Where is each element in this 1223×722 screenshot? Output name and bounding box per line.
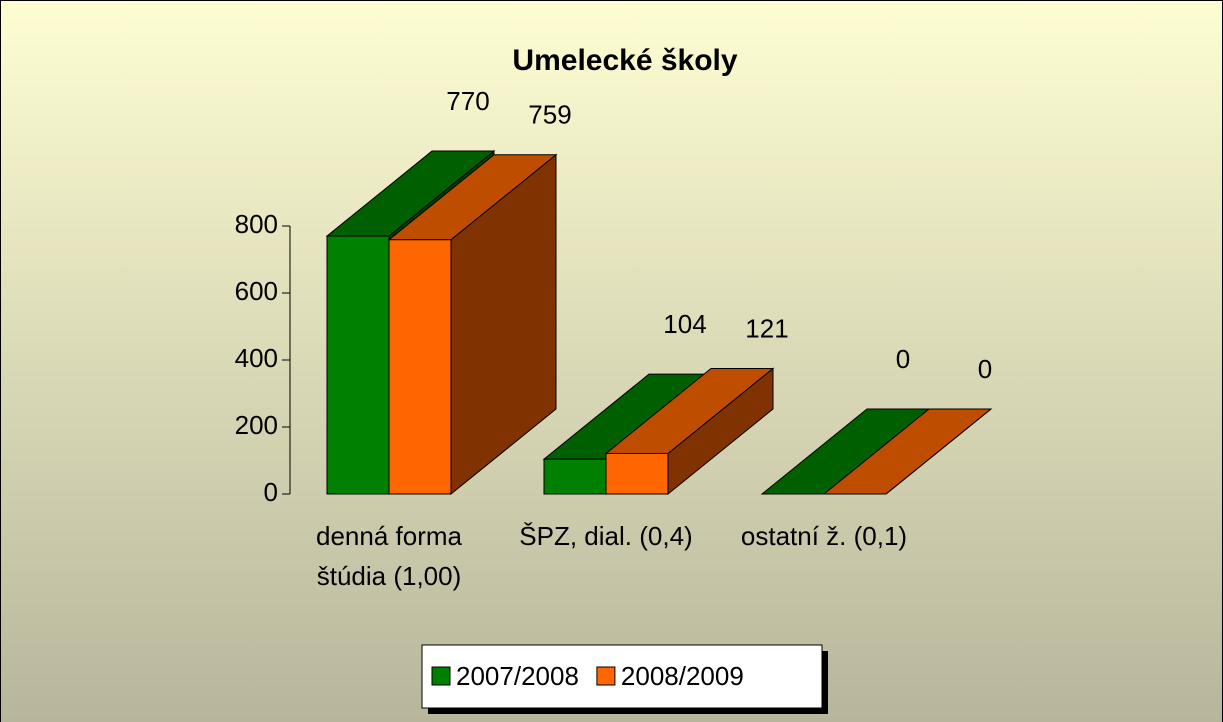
bar-front	[388, 239, 452, 495]
bar-top	[822, 408, 993, 495]
bar	[604, 367, 775, 496]
legend-swatch	[431, 666, 451, 686]
y-tick-label: 0	[264, 477, 278, 507]
chart-title: Umelecké školy	[512, 44, 737, 77]
legend-label: 2007/2008	[456, 661, 579, 691]
value-label: 759	[528, 100, 571, 130]
bar	[387, 153, 558, 496]
bar-front	[605, 452, 669, 495]
value-label: 770	[446, 86, 489, 116]
y-tick-label: 600	[235, 276, 278, 306]
x-tick-label: ostatní ž. (0,1)	[740, 521, 908, 551]
legend	[421, 644, 823, 709]
y-tick-label: 400	[235, 343, 278, 373]
value-label: 0	[978, 354, 992, 384]
value-label: 0	[896, 344, 910, 374]
bar	[822, 408, 993, 495]
x-tick-label: ŠPZ, dial. (0,4)	[519, 521, 693, 551]
y-tick-label: 800	[235, 209, 278, 239]
legend-swatch	[596, 666, 616, 686]
y-tick-label: 200	[235, 410, 278, 440]
x-tick-label: denná forma štúdia (1,00)	[316, 521, 462, 591]
value-label: 104	[663, 309, 706, 339]
legend-label: 2008/2009	[621, 661, 744, 691]
bar-front	[543, 458, 607, 495]
bar-front	[326, 235, 390, 495]
value-label: 121	[745, 313, 788, 343]
